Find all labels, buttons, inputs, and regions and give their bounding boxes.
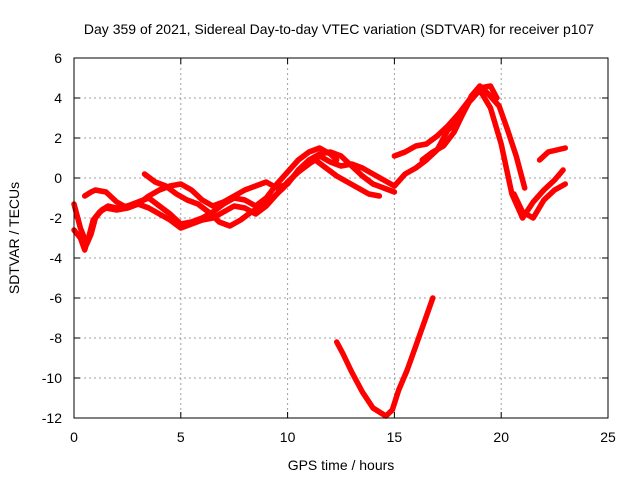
y-tick-label: -6 (50, 290, 63, 306)
series-arc-7 (511, 181, 569, 221)
x-tick-label: 15 (387, 429, 403, 445)
x-tick-label: 25 (600, 429, 616, 445)
tick-labels: 0 5 10 15 20 25 -12 -10 -8 -6 -4 -2 0 2 4 6 (42, 50, 616, 445)
grid-lines (74, 58, 608, 418)
x-tick-label: 5 (177, 429, 185, 445)
y-tick-label: 2 (54, 130, 62, 146)
y-tick-label: 6 (54, 50, 62, 66)
x-tick-label: 0 (70, 429, 78, 445)
y-tick-label: -10 (42, 370, 62, 386)
series-arc-9 (333, 295, 436, 419)
x-axis-label: GPS time / hours (288, 457, 395, 473)
series-arc-3 (81, 149, 398, 211)
y-tick-label: -8 (50, 330, 63, 346)
x-tick-label: 10 (280, 429, 296, 445)
series-arc-8 (536, 145, 569, 163)
y-axis-label: SDTVAR / TECUs (6, 182, 22, 294)
x-tick-label: 20 (493, 429, 509, 445)
y-tick-label: 0 (54, 170, 62, 186)
series-arc-2 (71, 87, 566, 253)
y-tick-label: -4 (50, 250, 63, 266)
series-arc-4 (141, 157, 383, 229)
series-arc-6 (419, 83, 528, 191)
axis-ticks (73, 57, 609, 419)
chart-title: Day 359 of 2021, Sidereal Day-to-day VTE… (84, 21, 594, 37)
y-tick-label: 4 (54, 90, 62, 106)
y-tick-label: -2 (50, 210, 63, 226)
data-series (71, 83, 569, 419)
y-tick-label: -12 (42, 410, 62, 426)
plot-frame (73, 57, 609, 419)
